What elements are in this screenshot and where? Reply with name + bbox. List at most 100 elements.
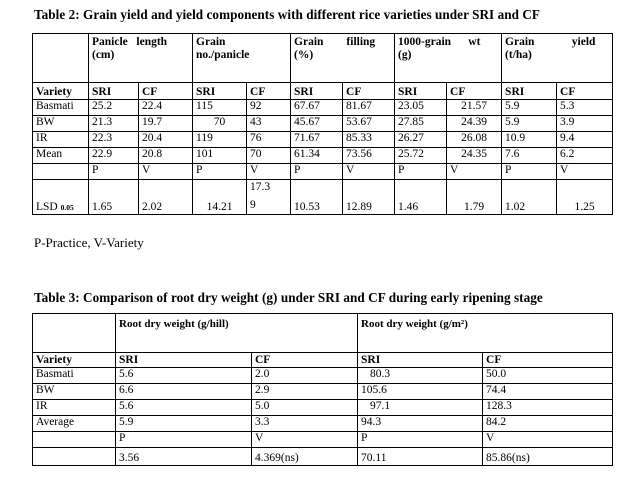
pv-cell: V: [137, 163, 194, 180]
table3-group-header: Root dry weight (g/m²): [357, 313, 614, 353]
pv-cell: V: [482, 431, 614, 448]
table3-group-header: Root dry weight (g/hill): [114, 313, 359, 353]
value-cell: 76: [246, 131, 292, 148]
pv-cell: V: [246, 163, 292, 180]
pv-cell: P: [192, 163, 248, 180]
value-cell: 26.27: [394, 131, 448, 148]
value-cell: 45.67: [290, 115, 344, 132]
value-cell: 25.72: [394, 147, 448, 164]
value-cell: 2.0: [250, 367, 359, 384]
value-cell: 80.3: [357, 367, 484, 384]
pv-cell: V: [342, 163, 396, 180]
table-row: Mean 22.9 20.8 101 70 61.34 73.56 25.72 …: [32, 147, 614, 164]
value-cell: 22.9: [88, 147, 139, 164]
value-cell: 22.4: [137, 99, 194, 116]
lsd-cell: 1.46: [394, 179, 448, 215]
table2-group-header: Grain filling (%): [290, 33, 396, 83]
variety-cell: Mean: [32, 147, 89, 164]
value-cell: 24.35: [446, 147, 503, 164]
lsd-cell: 1.79: [446, 179, 503, 215]
pv-cell: P: [394, 163, 448, 180]
practice-header: SRI: [115, 352, 252, 368]
variety-cell: IR: [32, 131, 89, 148]
lsd-label: LSD: [36, 201, 58, 213]
group-header-line: no./panicle: [196, 49, 250, 61]
value-cell: 119: [192, 131, 248, 148]
value-cell: 101: [192, 147, 248, 164]
group-header-line: Grain yield: [505, 36, 596, 48]
variety-cell: Basmati: [32, 99, 89, 116]
value-cell: 21.3: [88, 115, 139, 132]
lsd-cell: 70.11: [357, 447, 484, 466]
lsd-cell: 3.56: [115, 447, 252, 466]
practice-header: SRI: [88, 82, 139, 100]
pv-cell: V: [556, 163, 614, 180]
table-row: IR 22.3 20.4 119 76 71.67 85.33 26.27 26…: [32, 131, 614, 148]
value-cell: 74.4: [482, 383, 614, 400]
table-row: IR 5.6 5.0 97.1 128.3: [32, 399, 614, 416]
value-cell: 81.67: [342, 99, 396, 116]
value-cell: 24.39: [446, 115, 503, 132]
practice-header: SRI: [394, 82, 448, 100]
variety-cell: BW: [32, 115, 89, 132]
lsd-cell: 14.21: [192, 179, 248, 215]
lsd-cell: 85.86(ns): [482, 447, 614, 466]
value-cell: 20.4: [137, 131, 194, 148]
pv-cell: P: [501, 163, 558, 180]
empty-cell: [32, 431, 116, 448]
value-cell: 92: [246, 99, 292, 116]
value-cell: 97.1: [357, 399, 484, 416]
table2-group-header: 1000-grain wt (g): [394, 33, 503, 83]
pv-cell: P: [357, 431, 484, 448]
practice-header: CF: [246, 82, 292, 100]
table3-corner-cell: [32, 313, 116, 353]
group-header-line: (g): [398, 49, 412, 61]
group-header-line: 1000-grain wt: [398, 36, 481, 48]
value-cell: 19.7: [137, 115, 194, 132]
practice-header: CF: [482, 352, 614, 368]
lsd-cell: 2.02: [137, 179, 194, 215]
lsd-label-cell: LSD 0.05: [32, 179, 89, 215]
value-cell: 5.9: [115, 415, 252, 432]
table2-footnote: P-Practice, V-Variety: [34, 235, 144, 250]
value-cell: 5.0: [250, 399, 359, 416]
value-cell: 73.56: [342, 147, 396, 164]
value-cell: 5.6: [115, 367, 252, 384]
value-cell: 5.9: [501, 99, 558, 116]
value-cell: 5.9: [501, 115, 558, 132]
lsd-split-line: 9: [250, 199, 256, 211]
practice-header: CF: [137, 82, 194, 100]
practice-header: SRI: [501, 82, 558, 100]
practice-header: SRI: [290, 82, 344, 100]
empty-cell: [32, 163, 89, 180]
group-header-line: Grain filling: [294, 36, 376, 48]
table2-group-header: Panicle length (cm): [87, 33, 194, 83]
lsd-subscript: 0.05: [60, 203, 74, 212]
value-cell: 115: [192, 99, 248, 116]
pv-cell: P: [290, 163, 344, 180]
value-cell: 67.67: [290, 99, 344, 116]
practice-header: CF: [446, 82, 503, 100]
value-cell: 21.57: [446, 99, 503, 116]
value-cell: 3.9: [556, 115, 614, 132]
lsd-cell: 10.53: [290, 179, 344, 215]
value-cell: 22.3: [88, 131, 139, 148]
value-cell: 6.6: [115, 383, 252, 400]
pv-cell: P: [88, 163, 139, 180]
group-header-line: (%): [294, 49, 314, 61]
table2-practice-header-row: Variety SRI CF SRI CF SRI CF SRI CF SRI …: [32, 82, 614, 100]
table3: Root dry weight (g/hill) Root dry weight…: [32, 313, 614, 466]
table3-pv-row: P V P V: [32, 431, 614, 448]
table2-corner-cell: [32, 33, 89, 83]
value-cell: 53.67: [342, 115, 396, 132]
value-cell: 84.2: [482, 415, 614, 432]
table-row: BW 6.6 2.9 105.6 74.4: [32, 383, 614, 400]
value-cell: 43: [246, 115, 292, 132]
lsd-cell: 12.89: [342, 179, 396, 215]
lsd-cell: 1.02: [501, 179, 558, 215]
table2-pv-row: P V P V P V P V P V: [32, 163, 614, 180]
group-header-line: (t/ha): [505, 49, 532, 61]
variety-cell: BW: [32, 383, 116, 400]
practice-header: CF: [342, 82, 396, 100]
